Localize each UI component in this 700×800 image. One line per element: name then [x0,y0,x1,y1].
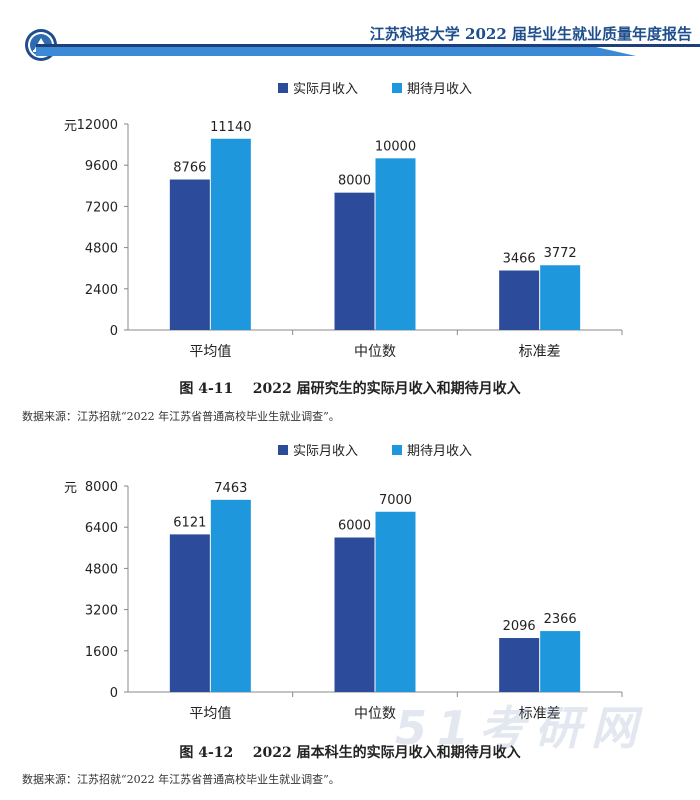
figure-caption: 图 4-12 2022 届本科生的实际月收入和期待月收入 [179,745,521,761]
legend-swatch [278,83,288,93]
page-header: 江苏科技大学 2022 届毕业生就业质量年度报告 [0,0,700,62]
legend-swatch [278,445,288,455]
bar [334,537,375,692]
x-tick-label: 平均值 [189,344,231,360]
header-rule [36,44,700,56]
data-label: 2366 [544,612,577,627]
y-tick-label: 0 [110,324,118,339]
y-tick-label: 1600 [85,645,118,660]
x-tick-label: 标准差 [519,344,561,360]
bar [540,265,581,330]
data-label: 8766 [173,161,206,176]
legend-swatch [392,83,402,93]
y-tick-label: 0 [110,686,118,701]
y-axis-unit-label: 元 [64,119,77,134]
data-label: 3772 [544,246,577,261]
data-label: 3466 [503,252,536,267]
data-label: 7000 [379,493,412,508]
bar [375,158,416,330]
y-tick-label: 7200 [85,200,118,215]
y-tick-label: 2400 [85,283,118,298]
report-title: 江苏科技大学 2022 届毕业生就业质量年度报告 [369,25,692,43]
data-label: 6121 [173,515,206,530]
bar [375,511,416,692]
bar [210,499,251,692]
y-tick-label: 6400 [85,521,118,536]
x-tick-label: 标准差 [519,706,561,722]
bar [169,534,210,692]
x-tick-label: 中位数 [354,344,396,360]
data-label: 10000 [375,139,416,154]
y-tick-label: 8000 [85,480,118,495]
bar [169,179,210,330]
legend-label: 期待月收入 [407,444,472,459]
y-tick-label: 12000 [77,118,118,133]
x-tick-label: 中位数 [354,706,396,722]
data-source-note: 数据来源：江苏招就“2022 年江苏省普通高校毕业生就业调查”。 [22,410,340,423]
data-label: 11140 [210,120,251,135]
x-tick-label: 平均值 [189,706,231,722]
y-tick-label: 4800 [85,242,118,257]
legend-swatch [392,445,402,455]
bar [334,192,375,330]
data-source-note: 数据来源：江苏招就“2022 年江苏省普通高校毕业生就业调查”。 [22,773,340,786]
bar [499,638,540,692]
data-label: 7463 [214,481,247,496]
figure-caption: 图 4-11 2022 届研究生的实际月收入和期待月收入 [179,381,521,397]
y-tick-label: 3200 [85,604,118,619]
bar [540,631,581,692]
bar [210,138,251,330]
legend-label: 实际月收入 [293,82,358,97]
y-axis-unit-label: 元 [64,481,77,496]
legend-label: 实际月收入 [293,444,358,459]
bar [499,270,540,330]
y-tick-label: 4800 [85,562,118,577]
data-label: 2096 [503,619,536,634]
legend-label: 期待月收入 [407,82,472,97]
watermark: 51考研网 [395,701,648,755]
data-label: 6000 [338,519,371,534]
y-tick-label: 9600 [85,159,118,174]
data-label: 8000 [338,174,371,189]
